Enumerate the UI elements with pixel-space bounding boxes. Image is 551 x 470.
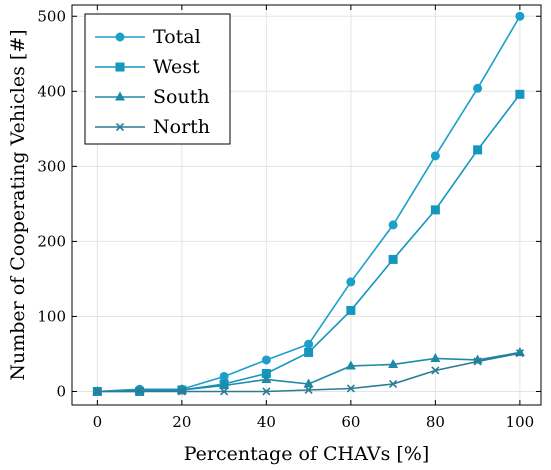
- x-tick-label: 40: [257, 413, 276, 431]
- legend-box: [84, 13, 231, 145]
- data-point: [430, 205, 440, 215]
- y-tick-label: 0: [56, 382, 66, 400]
- data-point: [430, 352, 441, 362]
- x-tick-label: 100: [506, 413, 535, 431]
- legend: Total West South North: [84, 13, 231, 145]
- data-point: [93, 387, 102, 396]
- data-point: [473, 83, 483, 93]
- data-point: [389, 379, 398, 389]
- data-point: [220, 387, 229, 396]
- data-point: [346, 384, 355, 393]
- data-point: [303, 378, 314, 388]
- data-point: [430, 151, 440, 161]
- legend-label: West: [153, 56, 200, 78]
- data-point: [515, 11, 525, 21]
- x-tick-label: 80: [426, 413, 445, 431]
- legend-item: North: [95, 116, 210, 138]
- data-point: [135, 387, 144, 396]
- data-point: [388, 358, 399, 368]
- x-tick-label: 20: [172, 413, 191, 431]
- y-tick-label: 300: [37, 157, 66, 175]
- y-tick-label: 400: [37, 82, 66, 100]
- data-point: [515, 349, 524, 358]
- data-point: [304, 385, 313, 395]
- data-point: [388, 220, 398, 230]
- legend-item: South: [95, 86, 210, 108]
- data-point: [346, 277, 356, 287]
- y-tick-label: 500: [37, 7, 66, 25]
- data-point: [515, 89, 525, 99]
- legend-label: North: [153, 116, 210, 138]
- data-point: [262, 387, 271, 396]
- data-point: [345, 360, 356, 370]
- data-point: [115, 62, 125, 72]
- data-point: [388, 254, 398, 264]
- x-axis-label: Percentage of CHAVs [%]: [184, 443, 430, 465]
- x-tick-label: 60: [341, 413, 360, 431]
- data-point: [473, 145, 483, 155]
- data-point: [304, 339, 314, 349]
- plot-frame: [71, 4, 542, 406]
- data-point: [304, 347, 314, 357]
- data-point: [219, 379, 230, 389]
- y-tick-label: 100: [37, 307, 66, 325]
- data-point: [261, 373, 272, 383]
- series-layer: [92, 11, 525, 396]
- data-point: [346, 305, 356, 315]
- series-north: [93, 349, 524, 396]
- legend-label: South: [153, 86, 210, 108]
- data-point: [219, 371, 229, 381]
- legend-item: Total: [95, 26, 201, 48]
- legend-item: West: [95, 56, 200, 78]
- y-axis-label: Number of Cooperating Vehicles [#]: [7, 29, 29, 380]
- data-point: [431, 366, 440, 375]
- x-tick-label: 0: [93, 413, 103, 431]
- data-point: [115, 32, 125, 42]
- y-tick-label: 200: [37, 232, 66, 250]
- legend-label: Total: [153, 26, 201, 48]
- data-point: [177, 387, 186, 396]
- data-point: [115, 122, 125, 132]
- data-point: [473, 357, 482, 366]
- data-point: [261, 355, 271, 365]
- axis-ticks: 0 20 40 60 80 100 0 100 200 300 400 500: [37, 5, 541, 431]
- data-point: [115, 91, 125, 101]
- data-point: [261, 368, 271, 378]
